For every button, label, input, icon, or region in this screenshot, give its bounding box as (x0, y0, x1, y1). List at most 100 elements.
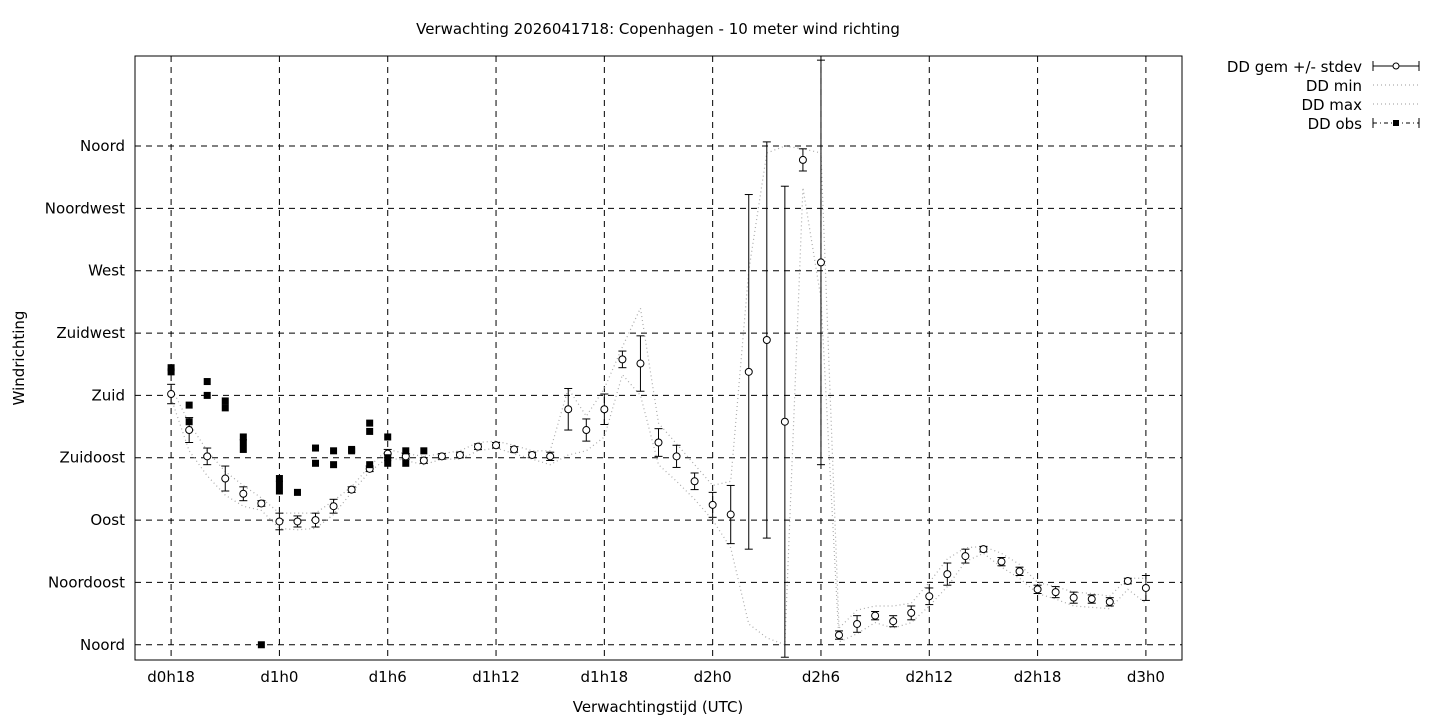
mean-point (816, 258, 825, 267)
mean-errorbar (167, 383, 176, 405)
mean-point (528, 450, 537, 459)
obs-point (185, 401, 193, 409)
mean-errorbar (726, 484, 735, 545)
y-tick-label: Zuidoost (59, 449, 125, 467)
x-tick-label: d1h12 (472, 668, 520, 686)
mean-errorbar (275, 512, 284, 531)
obs-point (384, 459, 392, 467)
mean-point (257, 499, 266, 508)
obs-point (275, 475, 283, 483)
obs-point (366, 461, 374, 469)
mean-point (780, 417, 789, 426)
mean-errorbar (600, 393, 609, 425)
mean-point (907, 608, 916, 617)
mean-point (853, 619, 862, 628)
y-tick-label: Zuidwest (56, 324, 125, 342)
x-tick-label: d2h0 (694, 668, 732, 686)
mean-errorbar (311, 512, 320, 528)
mean-point (1051, 588, 1060, 597)
legend-label: DD obs (1308, 115, 1363, 133)
mean-errorbar (961, 548, 970, 564)
mean-errorbar (871, 611, 880, 621)
min-line (170, 187, 1147, 646)
mean-errorbar (816, 59, 825, 466)
mean-point (582, 426, 591, 435)
mean-point (672, 452, 681, 461)
obs-point (366, 419, 374, 427)
mean-point (600, 405, 609, 414)
obs-point (239, 445, 247, 453)
mean-errorbar (1069, 591, 1078, 604)
mean-errorbar (997, 556, 1006, 567)
mean-errorbar (1015, 566, 1024, 576)
mean-errorbar (437, 452, 446, 461)
mean-errorbar (798, 148, 807, 172)
obs-point (384, 433, 392, 441)
mean-errorbar (690, 472, 699, 491)
y-tick-label: Noordoost (48, 573, 125, 591)
plot-area (167, 59, 1150, 658)
axis-ticks: d0h18 d1h0 d1h6 d1h12 d1h18 d2h0 d2h6 d2h12 d2h1… (45, 137, 1165, 686)
mean-errorbar (835, 630, 844, 640)
mean-errorbar (1141, 574, 1150, 601)
mean-errorbar (672, 444, 681, 468)
mean-errorbar (1087, 594, 1096, 604)
mean-errorbar (329, 498, 338, 514)
mean-point (961, 552, 970, 561)
obs-point (239, 439, 247, 447)
mean-errorbar (943, 562, 952, 586)
legend: DD gem +/- stdev DD min DD max DD obs (1227, 58, 1420, 133)
mean-errorbar (1051, 586, 1060, 599)
obs-point (167, 364, 175, 372)
y-tick-label: Noordwest (45, 199, 125, 217)
legend-entry-obs: DD obs (1308, 115, 1420, 133)
x-tick-label: d1h6 (369, 668, 407, 686)
obs-point (203, 378, 211, 386)
mean-point (943, 570, 952, 579)
obs-point (330, 461, 338, 469)
legend-label: DD max (1301, 96, 1362, 114)
mean-point (1033, 585, 1042, 594)
mean-point (275, 517, 284, 526)
mean-point (618, 355, 627, 364)
mean-errorbar (203, 447, 212, 466)
obs-point (239, 433, 247, 441)
mean-point (690, 477, 699, 486)
mean-point (455, 450, 464, 459)
mean-errorbar (492, 441, 501, 450)
mean-point (744, 367, 753, 376)
mean-point (798, 155, 807, 164)
mean-point (239, 489, 248, 498)
mean-errorbar (780, 185, 789, 658)
obs-point (312, 444, 320, 452)
mean-point (473, 442, 482, 451)
obs-point (420, 447, 428, 455)
mean-errorbar (221, 465, 230, 492)
obs-point (330, 447, 338, 455)
mean-point (510, 445, 519, 454)
mean-point (1123, 577, 1132, 586)
mean-errorbar (979, 545, 988, 554)
mean-point (167, 390, 176, 399)
mean-errorbar (528, 450, 537, 459)
mean-point (437, 452, 446, 461)
mean-errorbar (419, 456, 428, 465)
mean-point (654, 438, 663, 447)
x-tick-label: d3h0 (1127, 668, 1165, 686)
mean-point (1141, 583, 1150, 592)
mean-errorbar (636, 335, 645, 392)
obs-point (167, 368, 175, 376)
plot-border (134, 55, 1183, 661)
x-tick-label: d1h18 (581, 668, 629, 686)
obs-point (221, 397, 229, 405)
mean-errorbar (546, 451, 555, 462)
mean-point (311, 516, 320, 525)
mean-point (1015, 567, 1024, 576)
max-line (170, 145, 1146, 630)
mean-point (203, 452, 212, 461)
legend-entry-mean: DD gem +/- stdev (1227, 58, 1420, 76)
mean-errorbar (473, 442, 482, 451)
y-tick-label: Noord (80, 636, 125, 654)
x-tick-label: d1h0 (260, 668, 298, 686)
chart-title: Verwachting 2026041718: Copenhagen - 10 … (416, 20, 900, 38)
